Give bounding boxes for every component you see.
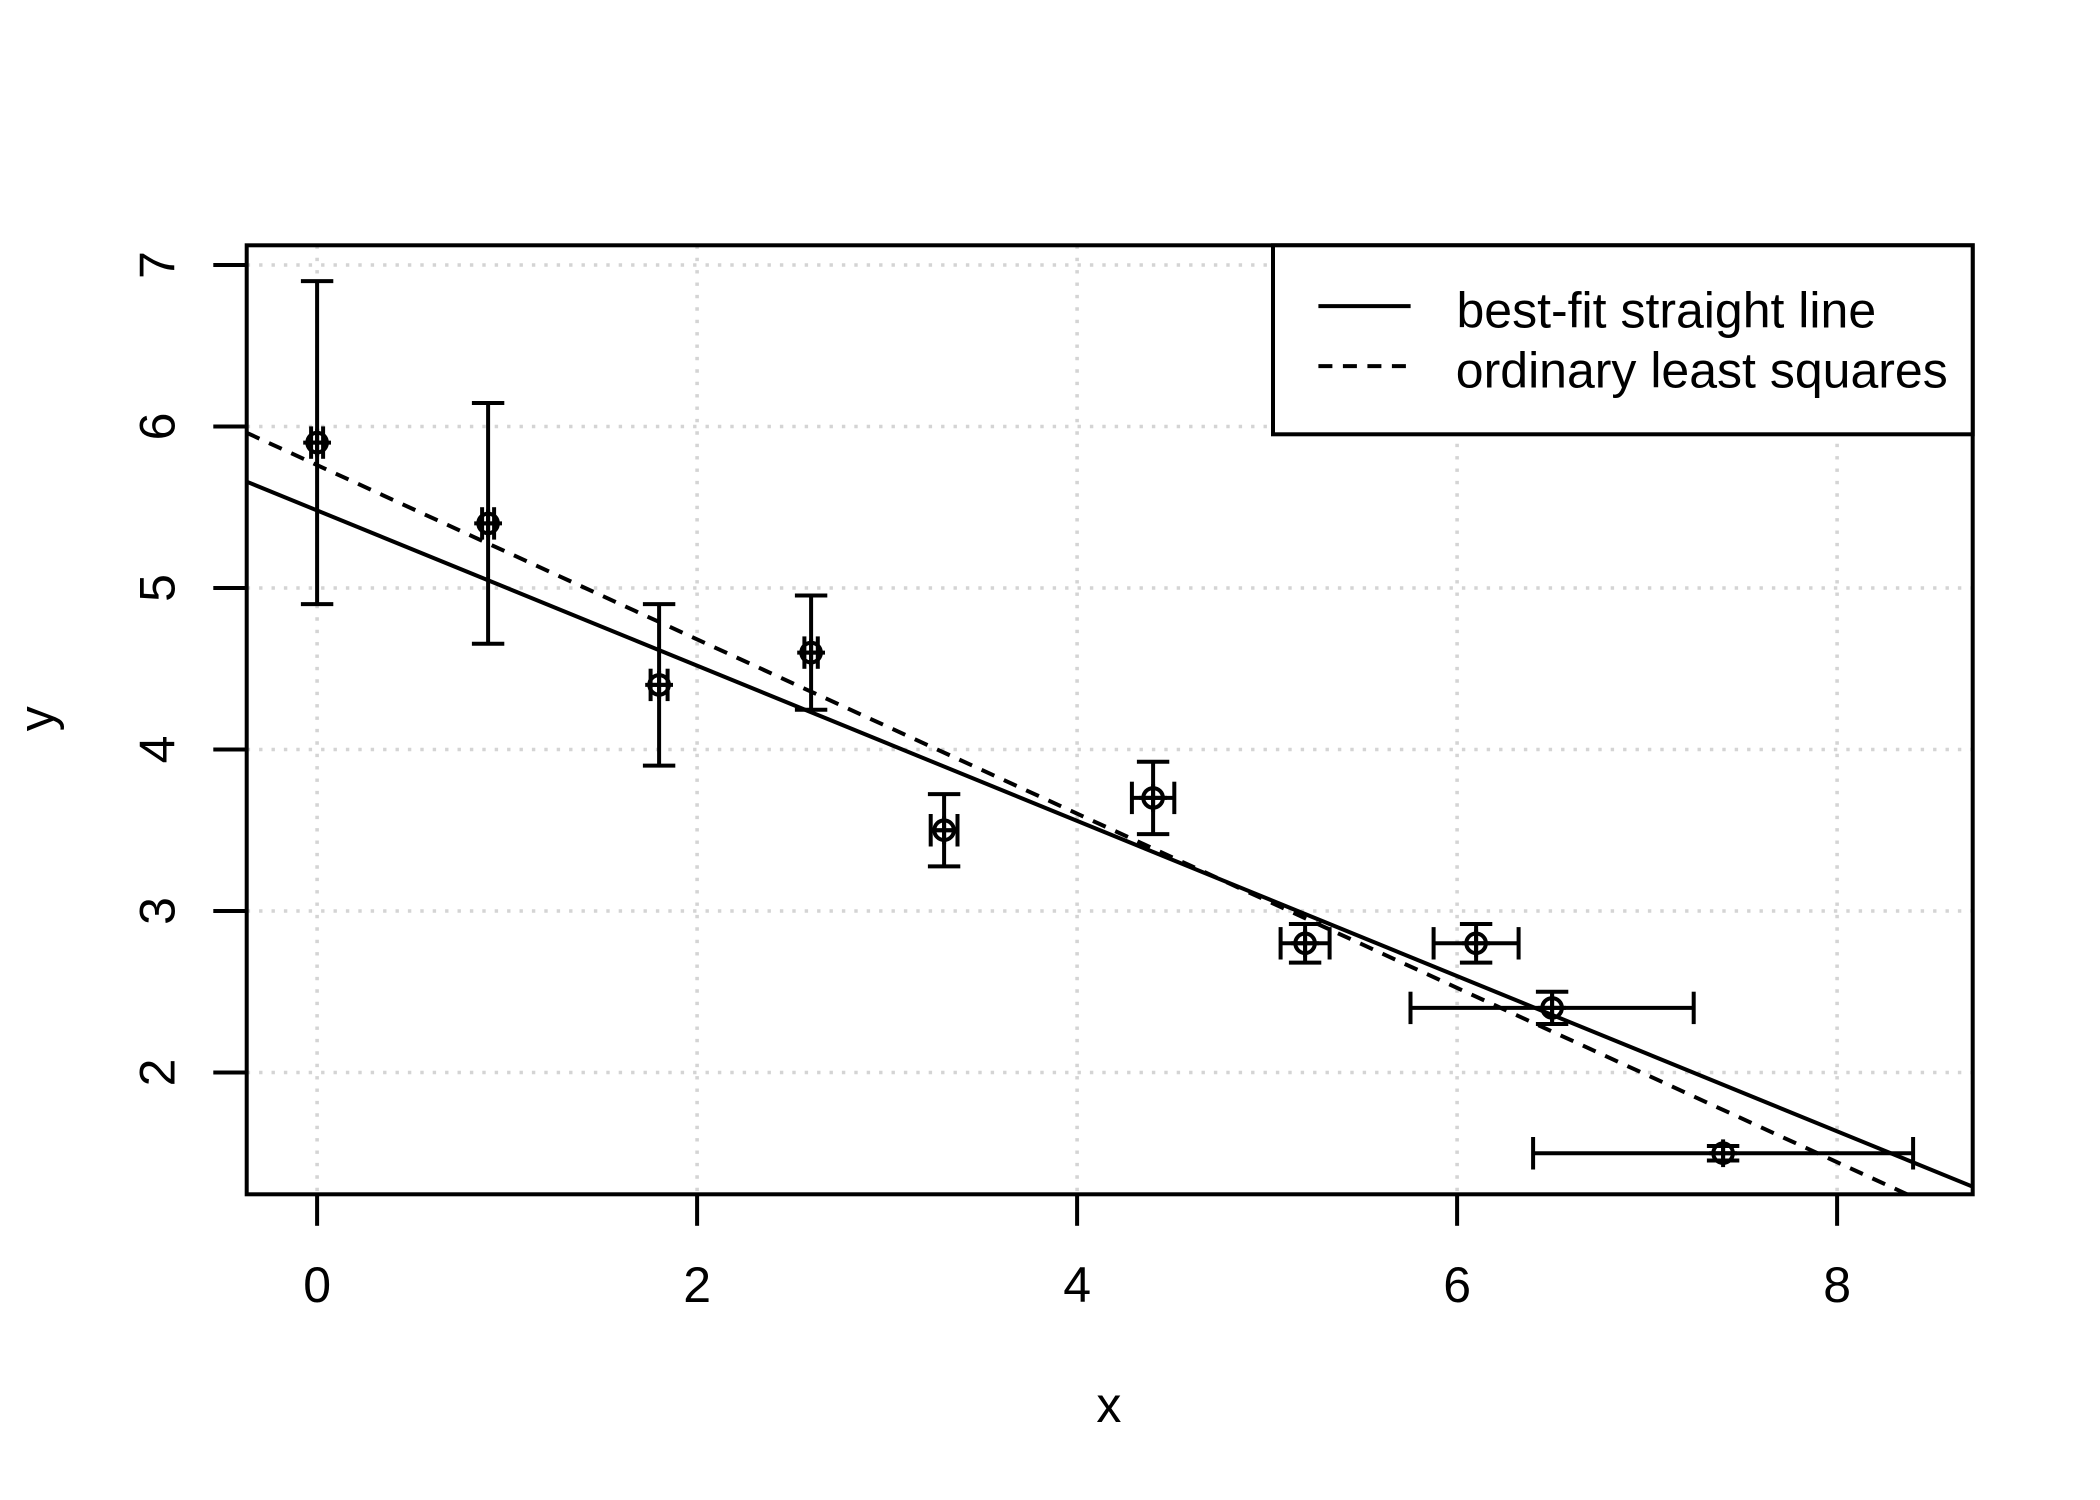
svg-text:6: 6: [1443, 1257, 1471, 1313]
svg-text:3: 3: [129, 897, 185, 925]
svg-text:2: 2: [683, 1257, 711, 1313]
svg-text:2: 2: [129, 1059, 185, 1087]
svg-text:x: x: [1096, 1377, 1121, 1433]
svg-text:ordinary least squares: ordinary least squares: [1456, 343, 1948, 399]
svg-text:7: 7: [129, 251, 185, 279]
svg-text:best-fit straight line: best-fit straight line: [1457, 282, 1877, 338]
svg-text:5: 5: [129, 574, 185, 602]
svg-text:6: 6: [129, 413, 185, 441]
svg-text:0: 0: [303, 1257, 331, 1313]
svg-text:y: y: [9, 706, 65, 731]
svg-text:4: 4: [1063, 1257, 1091, 1313]
svg-text:8: 8: [1823, 1257, 1851, 1313]
svg-text:4: 4: [129, 736, 185, 764]
